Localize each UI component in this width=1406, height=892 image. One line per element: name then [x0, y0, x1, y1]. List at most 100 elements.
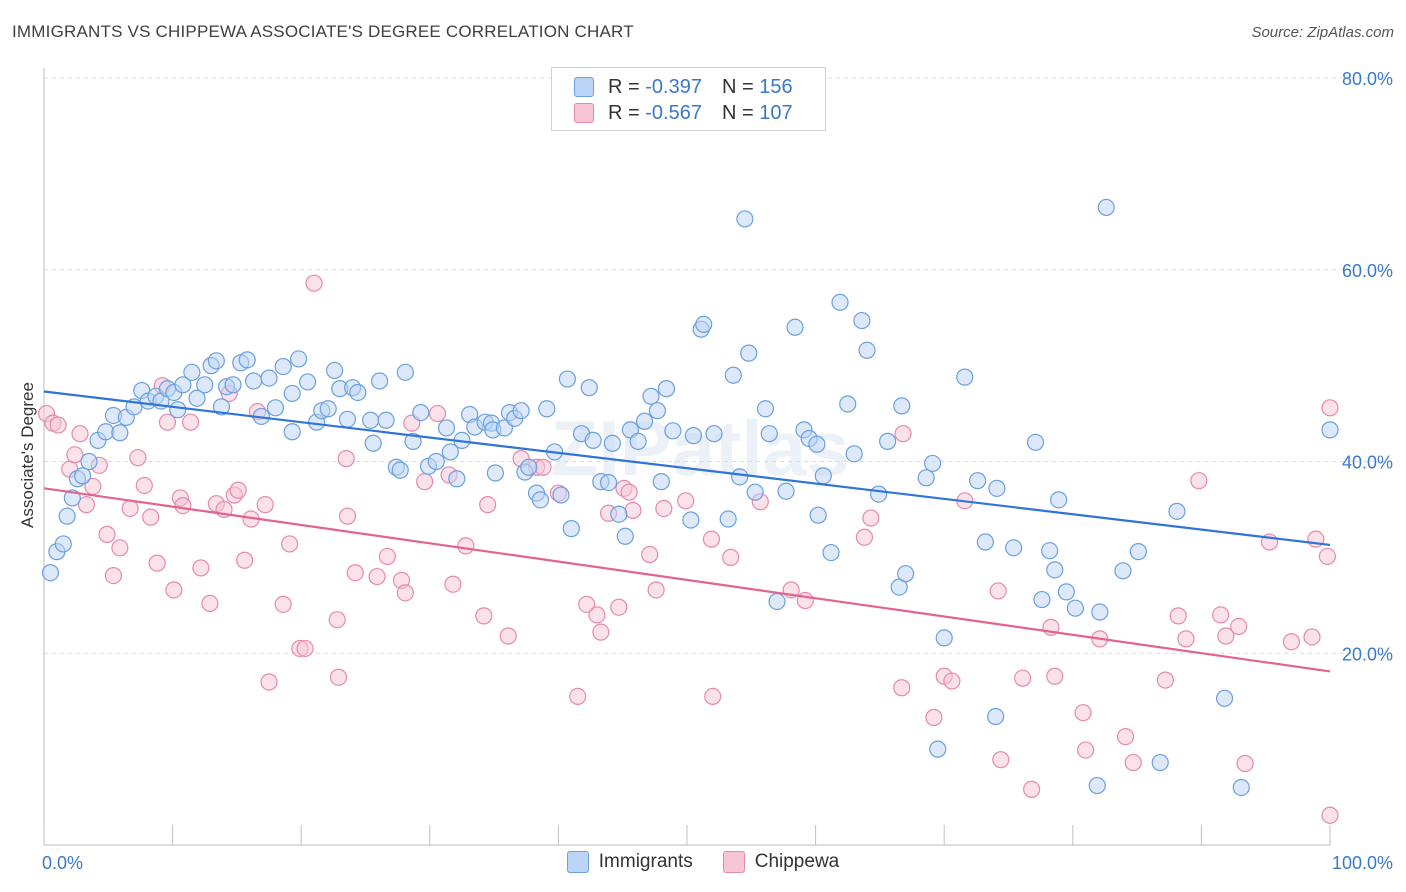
legend-item-chippewa[interactable]: Chippewa	[722, 851, 839, 873]
immigrants-point	[603, 434, 622, 452]
immigrants-point	[58, 507, 76, 525]
chippewa-point	[641, 545, 659, 564]
immigrants-point	[73, 467, 92, 485]
chippewa-point	[569, 687, 587, 705]
immigrants-point	[1215, 689, 1234, 707]
chippewa-point	[578, 595, 596, 613]
immigrants-point	[695, 315, 713, 333]
chippewa-point	[192, 559, 210, 577]
chippewa-point	[722, 548, 740, 566]
chippewa-point	[1212, 606, 1230, 624]
immigrants-point	[870, 485, 888, 503]
immigrants-point	[635, 412, 654, 430]
chippewa-point	[1190, 472, 1208, 490]
immigrants-point	[719, 510, 737, 528]
chippewa-point	[677, 492, 695, 510]
r-label: R =	[608, 101, 646, 124]
immigrants-point	[976, 533, 994, 551]
immigrants-point	[349, 383, 367, 402]
chippewa-point	[624, 501, 642, 519]
immigrants-point	[80, 452, 98, 471]
immigrants-point	[1033, 590, 1051, 609]
chippewa-point	[499, 627, 517, 645]
chippewa-point	[77, 496, 96, 514]
chippewa-point	[396, 584, 414, 602]
chippewa-point	[158, 413, 177, 431]
chippewa-point	[182, 413, 200, 431]
immigrants-point	[1232, 778, 1250, 797]
immigrants-point	[682, 511, 700, 529]
chippewa-point	[592, 623, 610, 641]
immigrants-point	[169, 401, 187, 419]
r-label: R =	[608, 75, 646, 98]
chippewa-point	[1023, 780, 1041, 798]
immigrants-point	[111, 424, 129, 442]
immigrants-point	[580, 379, 598, 397]
chippewa-swatch	[574, 103, 594, 123]
chippewa-point	[610, 598, 628, 616]
chart-source: Source: ZipAtlas.com	[1251, 24, 1394, 41]
chippewa-point	[444, 575, 462, 593]
n-label: N =	[721, 101, 760, 124]
chippewa-point	[338, 507, 357, 525]
chippewa-point	[378, 547, 396, 566]
immigrants-point	[558, 370, 577, 388]
chippewa-point	[1014, 669, 1032, 687]
immigrants-point	[520, 458, 538, 476]
immigrants-point	[584, 431, 602, 450]
immigrants-point	[412, 404, 430, 422]
chippewa-point	[135, 476, 153, 495]
immigrants-point	[362, 411, 380, 429]
chippewa-point	[346, 564, 364, 582]
chippewa-point	[281, 535, 299, 553]
chippewa-point	[1156, 671, 1174, 689]
chippewa-point	[368, 567, 386, 586]
immigrants-point	[831, 293, 849, 311]
chippewa-point	[655, 499, 673, 518]
immigrants-point	[1005, 539, 1023, 557]
chippewa-point	[1077, 741, 1095, 759]
immigrants-point	[648, 402, 667, 420]
chippewa-point	[1318, 547, 1337, 566]
immigrants-point	[391, 461, 409, 479]
legend-item-immigrants[interactable]: Immigrants	[566, 851, 693, 873]
immigrants-point	[664, 422, 682, 440]
immigrants-point	[969, 472, 987, 490]
immigrants-point	[893, 397, 911, 415]
immigrants-point	[858, 341, 876, 359]
chippewa-point	[66, 446, 84, 464]
chippewa-point	[229, 481, 247, 499]
immigrants-point	[740, 344, 758, 362]
immigrants-point	[1057, 583, 1075, 601]
immigrants-point	[41, 564, 60, 582]
immigrants-point	[212, 398, 231, 416]
immigrants-trend-line	[43, 390, 1331, 547]
chippewa-point	[236, 551, 254, 569]
chippewa-point	[1303, 628, 1321, 646]
chippewa-point	[71, 425, 89, 443]
immigrants-point	[183, 363, 201, 381]
chippewa-point	[121, 499, 139, 518]
immigrants-point	[731, 468, 749, 486]
immigrants-point	[1151, 753, 1169, 772]
chippewa-point	[457, 537, 475, 555]
immigrants-point	[274, 357, 292, 376]
immigrants-point	[684, 427, 703, 445]
immigrants-point	[1088, 776, 1106, 795]
immigrants-point	[290, 350, 308, 368]
immigrants-point	[238, 351, 256, 369]
immigrants-point	[338, 410, 357, 428]
immigrants-point	[808, 435, 826, 453]
chippewa-point	[148, 554, 166, 572]
chippewa-point	[296, 639, 314, 658]
x-tick-label: 0.0%	[42, 853, 83, 873]
immigrants-point	[935, 629, 953, 647]
r-value: -0.397	[645, 75, 702, 98]
immigrants-point	[746, 483, 764, 501]
immigrants-point	[1066, 599, 1084, 617]
chippewa-point	[49, 416, 67, 434]
immigrants-point	[448, 470, 466, 488]
chippewa-point	[475, 607, 493, 625]
immigrants-point	[562, 520, 580, 538]
